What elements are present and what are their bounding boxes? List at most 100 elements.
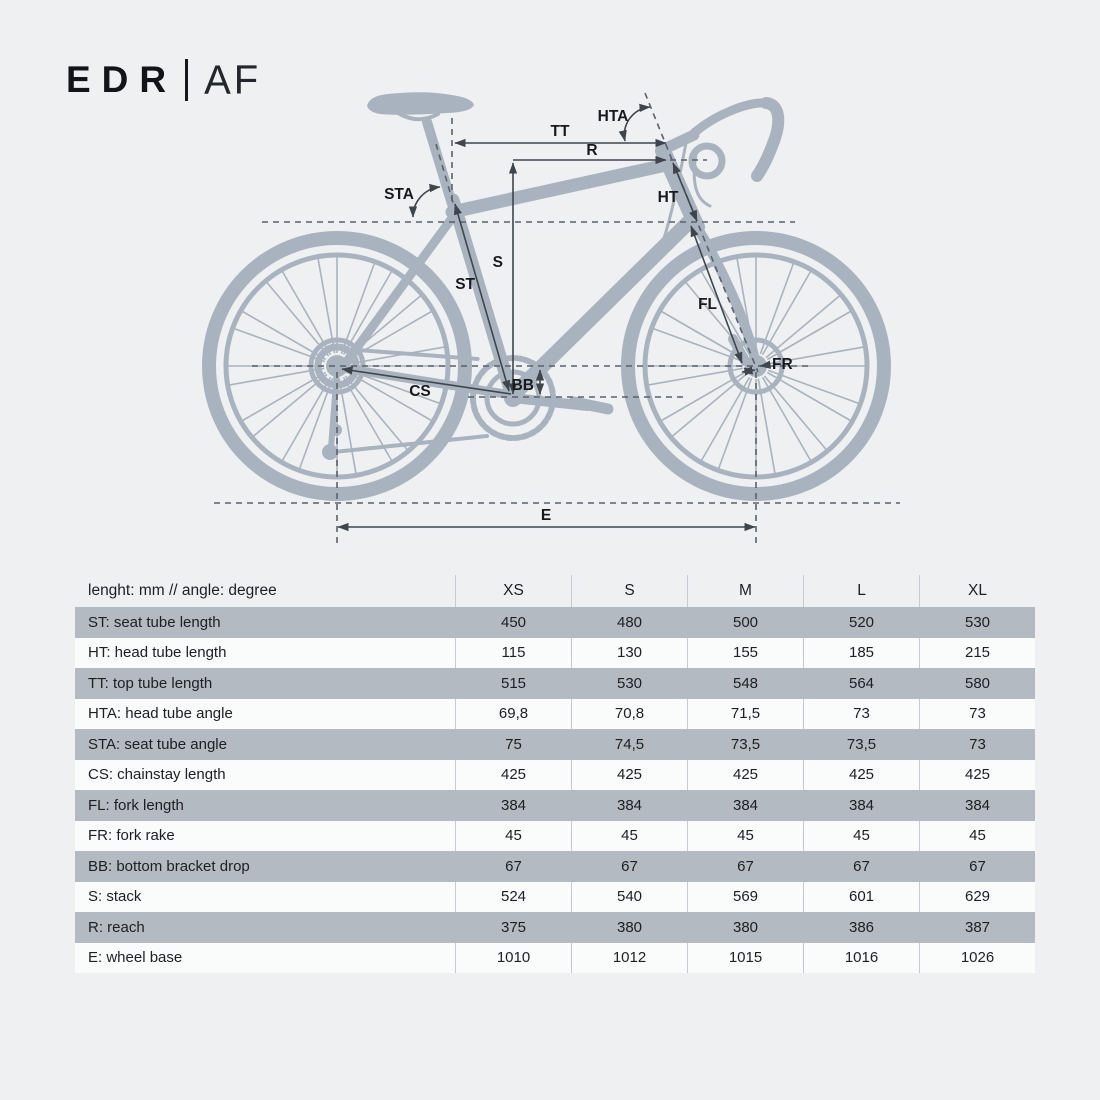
value-cell: 73,5 xyxy=(803,729,919,760)
value-cell: 380 xyxy=(687,912,803,943)
value-cell: 75 xyxy=(455,729,571,760)
row-label: BB: bottom bracket drop xyxy=(88,857,250,875)
label-cs: CS xyxy=(409,383,431,400)
size-column-header: XL xyxy=(919,575,1035,607)
value-cell: 425 xyxy=(571,759,687,790)
value-cell: 500 xyxy=(687,607,803,638)
geometry-table: lenght: mm // angle: degree XS S M L XL … xyxy=(75,575,1035,973)
value-cell: 67 xyxy=(687,851,803,882)
table-row: FR: fork rake 45 45 45 45 45 xyxy=(75,820,1035,851)
row-label: CS: chainstay length xyxy=(88,766,226,784)
table-row: E: wheel base 1010 1012 1015 1016 1026 xyxy=(75,942,1035,973)
value-cell: 1015 xyxy=(687,942,803,973)
value-cell: 425 xyxy=(803,759,919,790)
value-cell: 215 xyxy=(919,637,1035,668)
value-cell: 1012 xyxy=(571,942,687,973)
value-cell: 384 xyxy=(687,790,803,821)
value-cell: 67 xyxy=(571,851,687,882)
drivetrain xyxy=(322,347,614,460)
size-column-header: L xyxy=(803,575,919,607)
row-label: FL: fork length xyxy=(88,796,184,814)
value-cell: 67 xyxy=(803,851,919,882)
table-row: BB: bottom bracket drop 67 67 67 67 67 xyxy=(75,851,1035,882)
value-cell: 384 xyxy=(919,790,1035,821)
table-row: HTA: head tube angle 69,8 70,8 71,5 73 73 xyxy=(75,698,1035,729)
label-ht: HT xyxy=(658,189,679,206)
model-name: AF xyxy=(204,57,262,102)
size-column-header: M xyxy=(687,575,803,607)
value-cell: 480 xyxy=(571,607,687,638)
table-body: ST: seat tube length 450 480 500 520 530 HT: h… xyxy=(75,607,1035,973)
value-cell: 425 xyxy=(687,759,803,790)
table-row: R: reach 375 380 380 386 387 xyxy=(75,912,1035,943)
brand-logo: EDR AF xyxy=(66,57,262,102)
label-bb: BB xyxy=(512,377,534,394)
label-e: E xyxy=(541,507,551,524)
value-cell: 73 xyxy=(803,698,919,729)
value-cell: 629 xyxy=(919,881,1035,912)
table-row: HT: head tube length 115 130 155 185 215 xyxy=(75,637,1035,668)
value-cell: 548 xyxy=(687,668,803,699)
label-tt: TT xyxy=(551,123,570,140)
value-cell: 45 xyxy=(455,820,571,851)
value-cell: 73,5 xyxy=(687,729,803,760)
table-row: TT: top tube length 515 530 548 564 580 xyxy=(75,668,1035,699)
row-label: TT: top tube length xyxy=(88,674,213,692)
row-label: STA: seat tube angle xyxy=(88,735,227,753)
saddle xyxy=(367,92,474,122)
value-cell: 384 xyxy=(571,790,687,821)
label-s: S xyxy=(493,254,503,271)
value-cell: 69,8 xyxy=(455,698,571,729)
reference-lines xyxy=(214,92,900,543)
table-unit-header: lenght: mm // angle: degree xyxy=(88,582,277,599)
value-cell: 520 xyxy=(803,607,919,638)
value-cell: 386 xyxy=(803,912,919,943)
value-cell: 155 xyxy=(687,637,803,668)
value-cell: 601 xyxy=(803,881,919,912)
row-label: S: stack xyxy=(88,888,142,906)
value-cell: 530 xyxy=(571,668,687,699)
value-cell: 70,8 xyxy=(571,698,687,729)
table-row: ST: seat tube length 450 480 500 520 530 xyxy=(75,607,1035,638)
table-row: S: stack 524 540 569 601 629 xyxy=(75,881,1035,912)
row-label: FR: fork rake xyxy=(88,827,175,845)
value-cell: 130 xyxy=(571,637,687,668)
value-cell: 580 xyxy=(919,668,1035,699)
value-cell: 524 xyxy=(455,881,571,912)
value-cell: 45 xyxy=(687,820,803,851)
label-fl: FL xyxy=(698,296,717,313)
value-cell: 67 xyxy=(919,851,1035,882)
value-cell: 380 xyxy=(571,912,687,943)
row-label: HTA: head tube angle xyxy=(88,705,233,723)
row-label: HT: head tube length xyxy=(88,644,227,662)
logo-divider xyxy=(185,59,189,101)
label-st: ST xyxy=(455,276,475,293)
value-cell: 67 xyxy=(455,851,571,882)
value-cell: 515 xyxy=(455,668,571,699)
handlebar xyxy=(656,97,785,240)
value-cell: 45 xyxy=(919,820,1035,851)
value-cell: 73 xyxy=(919,698,1035,729)
value-cell: 375 xyxy=(455,912,571,943)
dimension-lines: TT R HTA STA HT S ST CS BB FL FR E xyxy=(337,103,793,532)
value-cell: 73 xyxy=(919,729,1035,760)
label-sta: STA xyxy=(384,186,414,203)
value-cell: 1010 xyxy=(455,942,571,973)
value-cell: 530 xyxy=(919,607,1035,638)
value-cell: 115 xyxy=(455,637,571,668)
size-column-header: XS xyxy=(455,575,571,607)
value-cell: 74,5 xyxy=(571,729,687,760)
size-column-header: S xyxy=(571,575,687,607)
value-cell: 45 xyxy=(571,820,687,851)
row-label: E: wheel base xyxy=(88,949,183,967)
value-cell: 425 xyxy=(919,759,1035,790)
value-cell: 185 xyxy=(803,637,919,668)
value-cell: 569 xyxy=(687,881,803,912)
row-label: R: reach xyxy=(88,918,145,936)
value-cell: 1026 xyxy=(919,942,1035,973)
label-hta: HTA xyxy=(598,108,629,125)
value-cell: 450 xyxy=(455,607,571,638)
row-label: ST: seat tube length xyxy=(88,613,221,631)
table-header-row: lenght: mm // angle: degree XS S M L XL xyxy=(75,575,1035,607)
